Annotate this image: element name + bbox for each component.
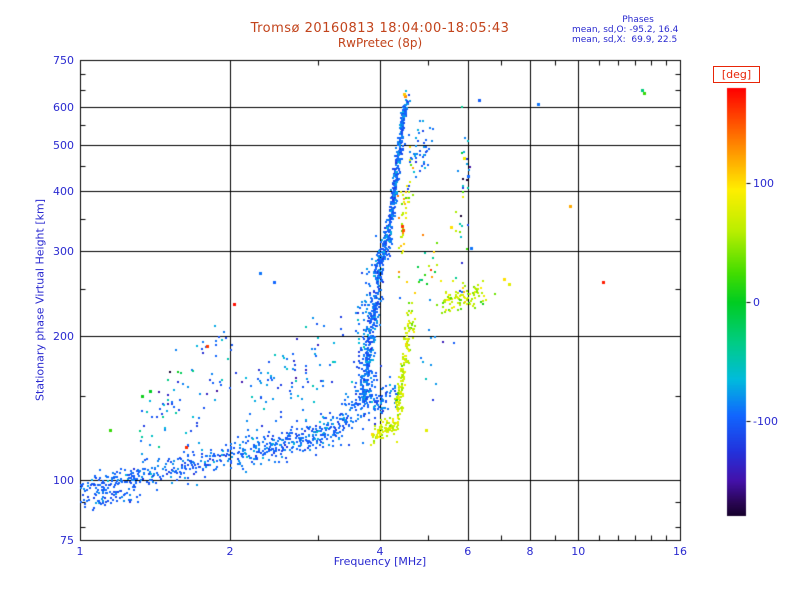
plot-subtitle: RwPretec (8p) xyxy=(337,36,423,50)
colorbar-tick-label: -100 xyxy=(753,414,778,428)
y-axis-title: Stationary phase Virtual Height [km] xyxy=(33,198,47,402)
phase-stats: Phases mean, sd,O: -95.2, 16.4 mean, sd,… xyxy=(572,15,704,45)
plot-title: Tromsø 20160813 18:04:00-18:05:43 xyxy=(250,21,510,36)
phase-stats-heading: Phases xyxy=(622,15,654,25)
phase-stats-x-mode: mean, sd,X: 69.9, 22.5 xyxy=(572,35,678,45)
y-tick-label: 750 xyxy=(53,54,74,67)
x-tick-label: 2 xyxy=(226,545,234,558)
colorbar-unit-label: [deg] xyxy=(713,66,760,83)
y-tick-label: 400 xyxy=(53,185,74,199)
y-tick-label: 600 xyxy=(53,100,74,114)
y-tick-label: 75 xyxy=(60,534,74,547)
y-tick-label: 500 xyxy=(53,138,74,152)
colorbar-tick-label: 100 xyxy=(753,177,774,191)
colorbar-tick-label: 0 xyxy=(753,296,760,309)
x-tick-label: 8 xyxy=(526,545,534,558)
x-tick-label: 4 xyxy=(376,545,384,558)
y-tick-label: 100 xyxy=(53,474,74,488)
x-tick-label: 1 xyxy=(76,545,84,558)
y-tick-label: 200 xyxy=(53,329,74,343)
x-tick-label: 6 xyxy=(464,545,472,558)
phase-stats-o-mode: mean, sd,O: -95.2, 16.4 xyxy=(572,25,679,35)
x-tick-label: 10 xyxy=(571,545,586,558)
x-axis-title: Frequency [MHz] xyxy=(333,555,427,568)
y-tick-label: 300 xyxy=(53,245,74,258)
x-tick-label: 16 xyxy=(673,545,687,558)
